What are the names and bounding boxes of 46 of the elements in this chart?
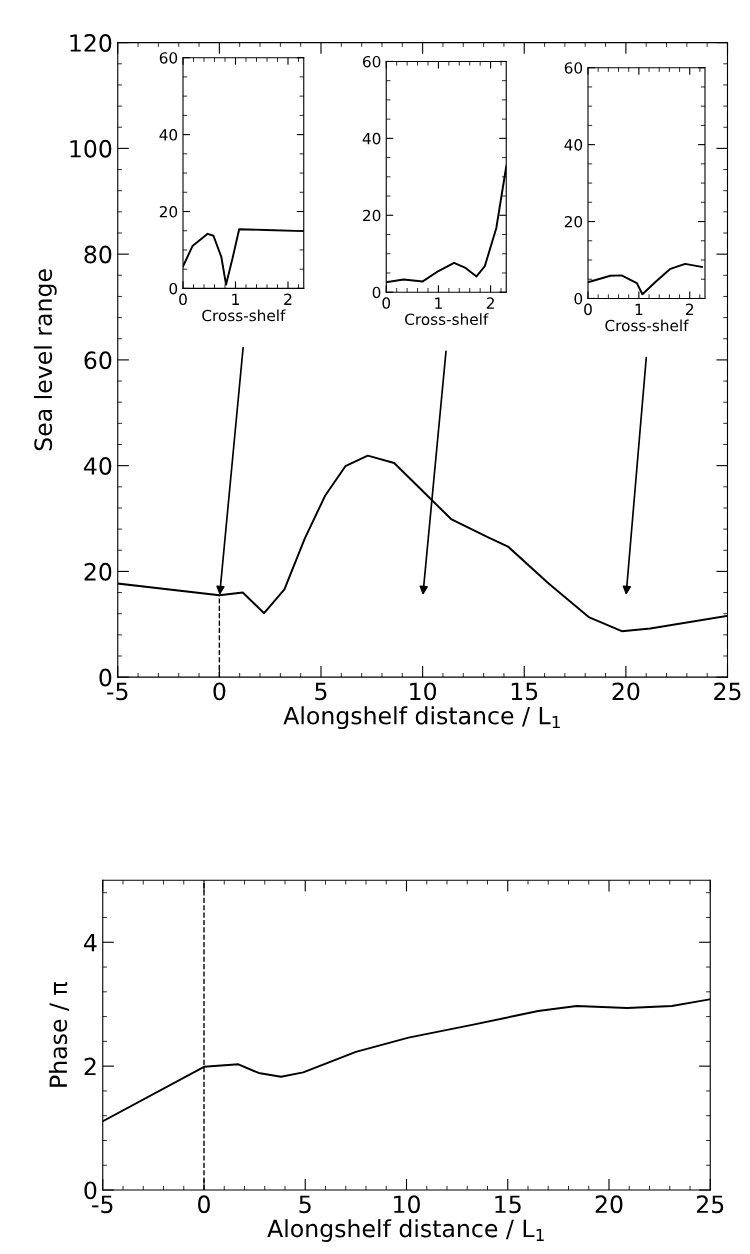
y-tick-label: 80 [84, 245, 112, 264]
x-tick-label: 25 [696, 1195, 724, 1214]
y-tick-label: 40 [362, 132, 381, 145]
y-tick-label: 40 [564, 139, 583, 151]
x-tick-label: 2 [284, 293, 292, 305]
y-tick-label: 40 [84, 457, 112, 475]
x-tick-label: 25 [714, 682, 741, 701]
x-axis-title: Cross-shelf [202, 309, 286, 322]
x-tick-label: 15 [511, 682, 538, 701]
y-tick-label: 100 [70, 139, 112, 158]
x-tick-label: 1 [435, 297, 442, 309]
y-tick-label: 40 [159, 129, 178, 141]
x-tick-label: 1 [635, 303, 643, 315]
y-axis-title: Phase / π [48, 981, 70, 1087]
y-tick-label: 60 [159, 52, 178, 64]
x-tick-label: 2 [486, 297, 494, 309]
x-tick-label: 0 [179, 293, 187, 306]
x-axis-title: Alongshelf distance / L$_{1}$ [283, 706, 560, 730]
x-tick-label: 15 [495, 1195, 521, 1214]
y-tick-label: 120 [70, 34, 112, 52]
x-tick-label: 10 [410, 682, 437, 701]
y-tick-label: 60 [84, 351, 112, 370]
x-tick-label: 2 [686, 303, 694, 315]
x-tick-label: 0 [198, 1195, 210, 1214]
y-tick-label: 20 [84, 562, 112, 581]
y-tick-label: 2 [84, 1057, 96, 1076]
x-tick-label: 0 [382, 297, 391, 309]
y-tick-label: 60 [564, 62, 583, 74]
x-axis-title: Alongshelf distance / L$_{1}$ [267, 1219, 544, 1242]
y-tick-label: 60 [363, 55, 381, 68]
x-tick-label: 20 [595, 1195, 623, 1214]
x-tick-label: 5 [299, 1195, 311, 1214]
x-tick-label: 20 [612, 682, 640, 701]
x-tick-label: 0 [584, 303, 592, 316]
x-tick-label: 0 [213, 682, 226, 701]
y-tick-label: 0 [169, 282, 178, 295]
y-tick-label: 4 [84, 934, 97, 952]
x-tick-label: 1 [232, 293, 239, 305]
y-tick-label: 20 [363, 209, 381, 222]
y-tick-label: 20 [564, 216, 583, 228]
x-tick-label: 10 [394, 1195, 420, 1214]
x-axis-title: Cross-shelf [405, 313, 489, 326]
x-axis-title: Cross-shelf [605, 319, 689, 332]
y-tick-label: 20 [159, 205, 178, 218]
y-axis-title: Sea level range [33, 269, 57, 451]
x-tick-label: 5 [315, 682, 327, 701]
